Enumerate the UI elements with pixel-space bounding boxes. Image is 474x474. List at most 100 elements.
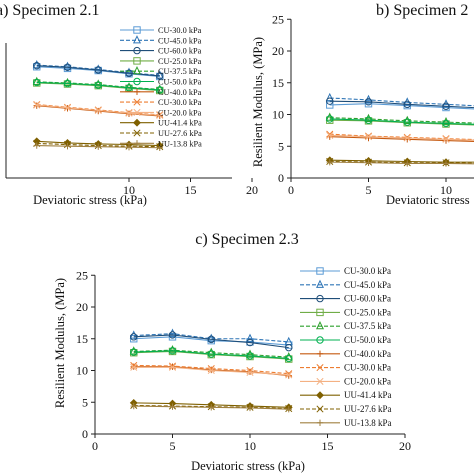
data-point (94, 66, 102, 74)
data-point (246, 338, 254, 347)
legend-marker (133, 77, 141, 86)
data-point (33, 61, 41, 70)
x-tick-label: 20 (246, 183, 258, 197)
data-point (325, 112, 334, 121)
data-point (442, 119, 450, 128)
legend-label: CU-50.0 kPa (344, 335, 391, 345)
legend-label: UU-13.8 kPa (158, 139, 202, 148)
data-point (169, 403, 176, 410)
data-point (285, 371, 293, 379)
legend-label: CU-60.0 kPa (158, 47, 202, 56)
x-tick-label: 15 (322, 439, 334, 453)
data-point (125, 69, 133, 77)
panel-b-xlabel: Deviatoric stress (386, 193, 470, 207)
series-line (133, 364, 289, 375)
series-line (329, 118, 474, 125)
data-point (130, 402, 137, 410)
data-point (246, 368, 254, 376)
panel-b: b) Specimen 2 Deviatoric stress Resilien… (251, 2, 474, 207)
legend-marker (316, 377, 324, 385)
y-tick-label: 10 (272, 108, 284, 122)
data-point (156, 86, 164, 94)
data-point (64, 142, 71, 150)
legend-marker (133, 66, 141, 75)
data-point (63, 104, 72, 112)
x-tick-label: 5 (170, 439, 176, 453)
series-line (133, 350, 289, 359)
legend-label: UU-41.4 kPa (158, 119, 202, 128)
series-line (329, 119, 474, 126)
x-tick-label: 10 (123, 183, 135, 197)
x-tick-label: 20 (399, 439, 411, 453)
y-tick-label: 25 (76, 268, 88, 282)
panel-c: c) Specimen 2.3 Deviatoric stress (kPa) … (53, 231, 411, 473)
data-point (33, 78, 41, 87)
y-tick-label: 15 (272, 76, 284, 90)
x-tick-label: 10 (244, 439, 256, 453)
data-point (94, 106, 102, 115)
legend-marker (316, 308, 324, 317)
legend-marker (133, 118, 141, 127)
legend-label: CU-50.0 kPa (158, 78, 202, 87)
data-point (207, 347, 216, 356)
data-point (33, 101, 41, 109)
data-point (63, 79, 72, 88)
legend-label: CU-30.0 kPa (344, 266, 391, 276)
legend-label: CU-25.0 kPa (344, 307, 391, 317)
legend-marker (316, 294, 324, 303)
legend-label: UU-13.8 kPa (344, 418, 392, 428)
series-line (329, 97, 474, 107)
x-tick-label: 10 (440, 183, 452, 197)
data-point (129, 330, 138, 339)
data-point (125, 144, 133, 151)
data-point (168, 331, 177, 339)
y-tick-label: 5 (82, 395, 88, 409)
series-line (329, 103, 474, 110)
data-point (326, 131, 334, 140)
legend-marker (133, 57, 141, 65)
series-line (133, 336, 289, 346)
panel-a: a) Specimen 2.1 Deviatoric stress (kPa) … (0, 2, 258, 207)
data-point (156, 72, 164, 80)
panel-c-ylabel: Resilient Modulus, (MPa) (53, 278, 67, 408)
legend-label: CU-20.0 kPa (158, 108, 202, 117)
x-tick-label: 15 (185, 183, 197, 197)
data-point (364, 116, 373, 124)
data-point (156, 144, 163, 151)
panel-a-title: a) Specimen 2.1 (0, 2, 100, 19)
data-point (403, 118, 411, 126)
x-tick-label: 0 (92, 439, 98, 453)
legend-label: CU-45.0 kPa (158, 36, 202, 45)
legend-marker (316, 267, 324, 275)
legend-label: UU-27.6 kPa (344, 404, 392, 414)
data-point (403, 100, 411, 109)
data-point (63, 77, 72, 87)
data-point (32, 76, 41, 85)
y-tick-label: 0 (278, 171, 284, 185)
series-line (36, 81, 160, 91)
data-point (442, 135, 450, 143)
panel-c-xlabel: Deviatoric stress (kPa) (191, 459, 305, 473)
y-tick-label: 20 (76, 300, 88, 314)
data-point (365, 159, 372, 166)
data-point (364, 100, 373, 108)
data-point (285, 341, 293, 349)
legend-label: CU-40.0 kPa (344, 349, 391, 359)
data-point (130, 333, 138, 341)
data-point (326, 97, 334, 105)
data-point (364, 133, 373, 141)
data-point (94, 79, 103, 88)
legend-label: CU-37.5 kPa (158, 67, 202, 76)
data-point (285, 370, 293, 378)
legend-marker (133, 46, 141, 55)
data-point (168, 345, 177, 354)
data-point (168, 328, 177, 337)
data-point (155, 70, 164, 79)
data-point (442, 116, 450, 126)
series-line (133, 333, 289, 343)
legend-marker (316, 279, 324, 288)
data-point (326, 101, 334, 109)
data-point (168, 362, 177, 370)
y-tick-label: 25 (272, 12, 284, 26)
data-point (284, 352, 293, 361)
